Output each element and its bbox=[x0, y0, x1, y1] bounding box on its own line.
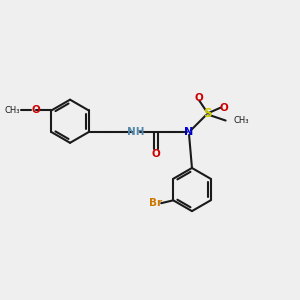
Text: O: O bbox=[152, 149, 161, 159]
Text: CH₃: CH₃ bbox=[234, 116, 249, 125]
Text: S: S bbox=[203, 107, 212, 120]
Text: O: O bbox=[220, 103, 229, 112]
Text: O: O bbox=[31, 106, 40, 116]
Text: NH: NH bbox=[128, 127, 145, 137]
Text: Br: Br bbox=[149, 198, 162, 208]
Text: N: N bbox=[184, 127, 194, 137]
Text: CH₃: CH₃ bbox=[5, 106, 20, 115]
Text: O: O bbox=[195, 92, 203, 103]
